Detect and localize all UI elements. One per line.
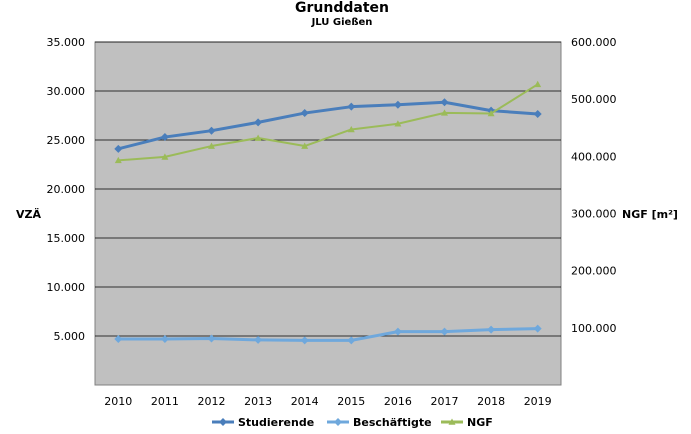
data-point <box>114 156 122 164</box>
data-point <box>487 109 495 117</box>
data-point <box>300 109 309 118</box>
left-tick-label: 30.000 <box>47 85 86 98</box>
right-tick-label: 400.000 <box>571 150 617 163</box>
series-line-studierende <box>117 100 538 151</box>
data-point <box>534 80 542 88</box>
data-point <box>487 325 496 334</box>
x-tick-label: 2010 <box>104 395 132 408</box>
series-studierende <box>114 98 542 153</box>
data-point <box>161 153 169 160</box>
data-point <box>207 126 216 135</box>
series-line-besch-ftigte <box>118 327 538 342</box>
right-tick-label: 600.000 <box>571 36 617 49</box>
series-line-ngf <box>118 83 539 162</box>
right-tick-label: 500.000 <box>571 93 617 106</box>
legend-item-studierende: Studierende <box>212 416 314 429</box>
data-point <box>347 102 356 111</box>
x-tick-label: 2015 <box>337 395 365 408</box>
left-tick-label: 20.000 <box>47 183 86 196</box>
data-point <box>533 110 542 119</box>
x-tick-label: 2019 <box>524 395 552 408</box>
data-point <box>533 324 542 333</box>
chart-subtitle: JLU Gießen <box>311 17 373 28</box>
x-tick-label: 2017 <box>431 395 459 408</box>
x-axis-ticks: 2010 2011 2012 2013 2014 2015 2016 2017 2018 2019 <box>104 395 551 408</box>
right-tick-label: 100.000 <box>571 322 617 335</box>
legend-item-besch-ftigte: Beschäftigte <box>327 416 432 429</box>
left-tick-label: 5.000 <box>54 330 86 343</box>
data-point <box>394 120 402 127</box>
legend-label: Studierende <box>238 416 314 429</box>
right-tick-label: 300.000 <box>571 208 617 221</box>
series-layer <box>114 80 542 345</box>
left-tick-label: 25.000 <box>47 134 86 147</box>
right-axis-title: NGF [m²] <box>622 208 678 221</box>
x-tick-label: 2018 <box>477 395 505 408</box>
legend-marker <box>334 418 342 426</box>
legend-item-ngf: NGF <box>441 416 493 429</box>
plot-area <box>94 41 562 386</box>
legend-marker <box>219 418 227 426</box>
data-point <box>208 142 215 149</box>
chart-title: Grunddaten <box>295 0 389 16</box>
data-point <box>440 98 449 107</box>
data-point <box>114 334 123 343</box>
x-tick-label: 2014 <box>291 395 319 408</box>
legend-label: NGF <box>467 416 493 429</box>
legend-label: Beschäftigte <box>353 416 432 429</box>
data-point <box>160 133 169 142</box>
right-tick-label: 200.000 <box>571 265 617 278</box>
right-axis-ticks: 100.000 200.000 300.000 400.000 500.000 600.0… <box>571 36 617 335</box>
data-point <box>207 334 216 343</box>
x-tick-label: 2011 <box>151 395 179 408</box>
data-point <box>347 336 356 345</box>
legend: Studierende Beschäftigte NGF <box>212 416 493 429</box>
data-point <box>441 109 448 116</box>
data-point <box>393 100 402 109</box>
data-point <box>301 142 309 149</box>
x-tick-label: 2012 <box>198 395 226 408</box>
legend-marker <box>448 418 456 425</box>
data-point <box>160 334 169 343</box>
data-point <box>300 336 309 345</box>
x-tick-label: 2013 <box>244 395 272 408</box>
x-tick-label: 2016 <box>384 395 412 408</box>
data-point <box>347 125 355 133</box>
left-axis-ticks: 5.000 10.000 15.000 20.000 25.000 30.000 35.00… <box>47 36 86 343</box>
series-ngf <box>114 80 542 164</box>
data-point <box>393 327 402 336</box>
left-axis-title: VZÄ <box>16 207 41 221</box>
series-besch-ftigte <box>114 324 542 345</box>
left-tick-label: 10.000 <box>47 281 86 294</box>
data-point <box>440 327 449 336</box>
data-point <box>254 118 263 127</box>
data-point <box>254 134 262 141</box>
data-point <box>254 335 263 344</box>
left-tick-label: 15.000 <box>47 232 86 245</box>
data-point <box>114 144 123 153</box>
left-tick-label: 35.000 <box>47 36 86 49</box>
gridlines <box>95 41 561 337</box>
